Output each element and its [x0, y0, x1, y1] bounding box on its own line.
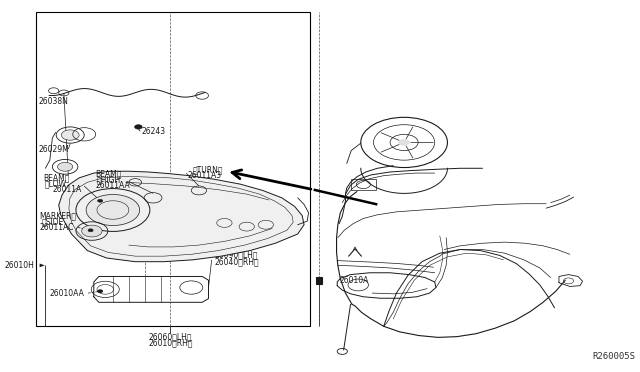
Text: 〈LOW: 〈LOW — [45, 179, 67, 188]
Text: 26010AA: 26010AA — [49, 289, 84, 298]
Circle shape — [98, 199, 102, 202]
Text: 26243: 26243 — [141, 127, 166, 136]
Circle shape — [86, 195, 140, 225]
Circle shape — [88, 229, 93, 232]
Text: 26011AA: 26011AA — [96, 182, 131, 190]
Text: 26040〈RH〉: 26040〈RH〉 — [215, 257, 259, 266]
Text: 〈HIGH: 〈HIGH — [97, 176, 121, 185]
Text: BEAM〉: BEAM〉 — [96, 170, 122, 179]
Text: 26010A: 26010A — [339, 276, 369, 285]
Text: 〈SIDE: 〈SIDE — [42, 217, 64, 226]
Text: 26010〈RH〉: 26010〈RH〉 — [148, 339, 193, 347]
Text: BEAM〉: BEAM〉 — [43, 173, 69, 182]
Text: 26011A: 26011A — [52, 185, 82, 194]
Circle shape — [61, 130, 79, 140]
Text: 26011AC: 26011AC — [40, 223, 74, 232]
Bar — [36, 13, 310, 326]
Polygon shape — [59, 171, 304, 262]
Text: 26038N: 26038N — [38, 97, 68, 106]
Text: 26090〈LH〉: 26090〈LH〉 — [215, 251, 259, 260]
Bar — [351, 179, 376, 190]
Bar — [316, 277, 322, 284]
Text: MARKER〉: MARKER〉 — [40, 211, 77, 220]
Circle shape — [398, 139, 410, 146]
Text: 26060〈LH〉: 26060〈LH〉 — [148, 332, 192, 341]
Text: 26010H: 26010H — [4, 261, 35, 270]
Circle shape — [134, 125, 142, 129]
Circle shape — [82, 225, 102, 237]
Circle shape — [58, 162, 73, 171]
Text: 26029M: 26029M — [38, 145, 69, 154]
Polygon shape — [40, 263, 45, 267]
Text: R260005S: R260005S — [593, 352, 636, 361]
Text: 〈TURN〉: 〈TURN〉 — [193, 165, 223, 174]
Text: 26011A3: 26011A3 — [188, 171, 221, 180]
Circle shape — [98, 290, 102, 293]
